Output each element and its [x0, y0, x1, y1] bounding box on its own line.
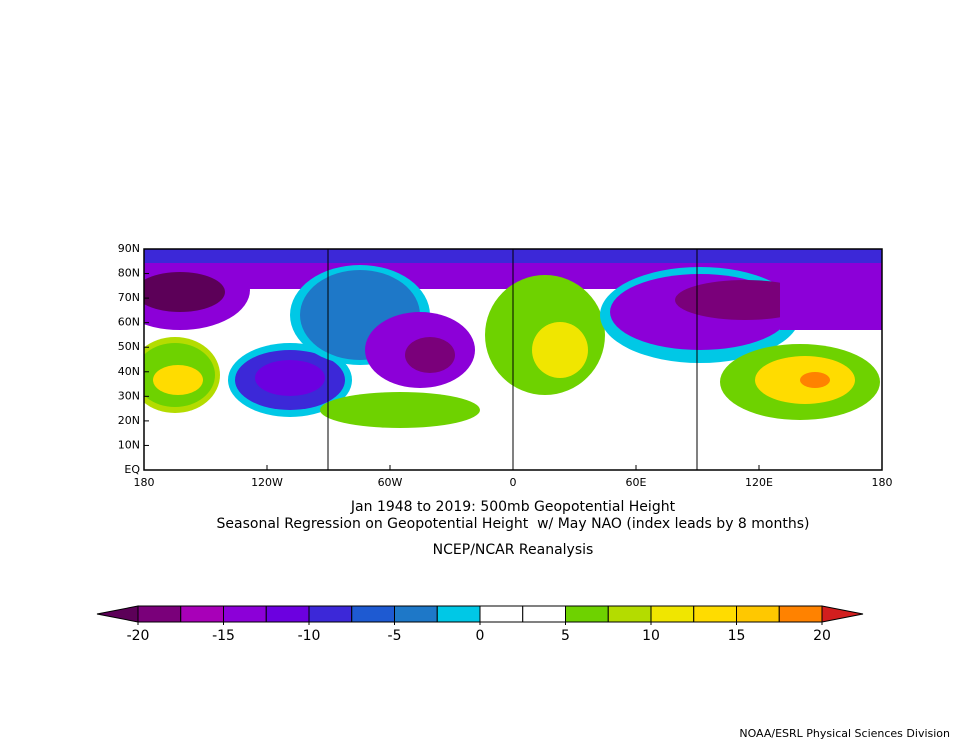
lon-label: 180 — [872, 476, 893, 489]
colorbar-over — [821, 605, 864, 623]
lat-label: 70N — [118, 291, 140, 304]
lon-label: 60E — [626, 476, 647, 489]
lat-label: 50N — [118, 340, 140, 353]
colorbar-box — [607, 605, 652, 623]
lat-label: 40N — [118, 365, 140, 378]
colorbar-box — [394, 605, 438, 623]
subtitle: Seasonal Regression on Geopotential Heig… — [217, 516, 810, 532]
colorbar-label: -15 — [212, 628, 235, 644]
colorbar-box — [351, 605, 395, 623]
lat-label: 30N — [118, 389, 140, 402]
colorbar-label: 10 — [642, 628, 660, 644]
colorbar-box — [522, 605, 566, 623]
colorbar-box — [223, 605, 267, 623]
colorbar-label: 5 — [561, 628, 570, 644]
lon-label: 120W — [251, 476, 283, 489]
lon-label: 0 — [510, 476, 517, 489]
colorbar-label: 20 — [813, 628, 831, 644]
colorbar-box — [308, 605, 353, 623]
colorbar-box — [736, 605, 780, 623]
colorbar-box — [565, 605, 609, 623]
title: Jan 1948 to 2019: 500mb Geopotential Hei… — [350, 499, 676, 515]
colorbar-label: -20 — [127, 628, 150, 644]
colorbar-box — [436, 605, 481, 623]
lon-label: 60W — [378, 476, 403, 489]
lat-label: EQ — [124, 463, 140, 476]
colorbar-under — [96, 605, 139, 623]
lat-label: 90N — [118, 242, 140, 255]
colorbar-label: 0 — [476, 628, 485, 644]
lat-label: 20N — [118, 414, 140, 427]
lat-label: 80N — [118, 267, 140, 280]
lon-label: 120E — [745, 476, 773, 489]
colorbar-box — [180, 605, 224, 623]
footer: NOAA/ESRL Physical Sciences Division — [739, 727, 950, 740]
source: NCEP/NCAR Reanalysis — [433, 542, 594, 558]
colorbar-label: -10 — [298, 628, 321, 644]
colorbar-box — [778, 605, 823, 623]
lon-label: 180 — [134, 476, 155, 489]
colorbar-label: 15 — [728, 628, 746, 644]
contour-field — [144, 249, 882, 470]
colorbar-box — [137, 605, 182, 623]
lat-label: 10N — [118, 438, 140, 451]
colorbar-box — [479, 605, 524, 623]
colorbar-box — [265, 605, 310, 623]
colorbar-box — [693, 605, 737, 623]
lat-label: 60N — [118, 316, 140, 329]
colorbar-label: -5 — [388, 628, 402, 644]
colorbar-box — [650, 605, 695, 623]
